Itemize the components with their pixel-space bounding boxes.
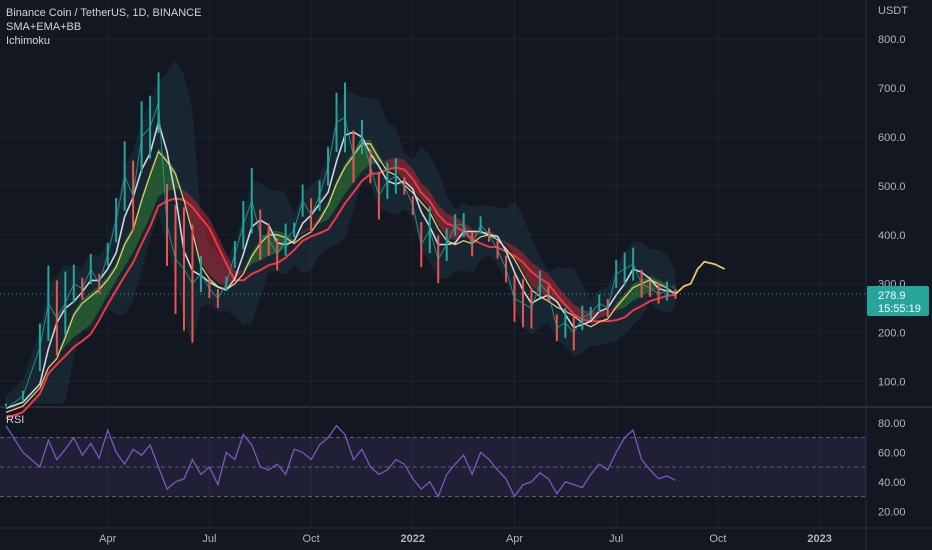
bollinger-fill xyxy=(6,60,676,404)
sma-long-line xyxy=(5,166,676,420)
time-tick-label: Jul xyxy=(202,533,216,545)
last-price-value: 278.9 xyxy=(878,290,906,302)
cloud-segment xyxy=(336,163,345,208)
cloud-segment xyxy=(175,170,184,197)
sma-short-line xyxy=(5,119,676,410)
currency-label: USDT xyxy=(878,5,908,17)
cloud-segment xyxy=(311,216,320,228)
price-tick-label: 700.0 xyxy=(878,83,906,95)
cloud-segment xyxy=(378,154,388,168)
cloud-segment xyxy=(573,304,583,319)
cloud-segment xyxy=(183,190,193,228)
cloud-segment xyxy=(141,171,151,235)
rsi-tick-label: 20.00 xyxy=(878,506,906,518)
time-tick-label: Oct xyxy=(303,533,320,545)
indicator-sma-ema-bb[interactable]: SMA+EMA+BB xyxy=(6,21,82,33)
price-tick-label: 600.0 xyxy=(878,132,906,144)
rsi-line xyxy=(5,424,676,499)
price-tick-label: 800.0 xyxy=(878,34,906,46)
chart-legend: Binance Coin / TetherUS, 1D, BINANCE SMA… xyxy=(6,6,201,48)
cloud-segment xyxy=(607,303,617,316)
projection-series xyxy=(674,260,726,295)
cloud-segment xyxy=(192,197,201,263)
cloud-segment xyxy=(599,311,608,318)
rsi-label[interactable]: RSI xyxy=(6,414,25,426)
rsi-tick-label: 60.00 xyxy=(878,447,906,459)
indicator-ichimoku[interactable]: Ichimoku xyxy=(6,35,51,47)
axes: 100.0200.0300.0400.0500.0600.0700.0800.0… xyxy=(99,5,929,545)
cloud-segment xyxy=(438,204,447,237)
time-tick-label: Oct xyxy=(709,533,726,545)
cloud-segment xyxy=(73,299,83,338)
cloud-segment xyxy=(522,252,532,286)
cloud-segment xyxy=(133,196,142,253)
time-tick-label: Apr xyxy=(506,533,523,545)
price-tick-label: 400.0 xyxy=(878,230,906,242)
cloud-segment xyxy=(506,241,515,256)
cloud-segment xyxy=(667,284,676,291)
price-series xyxy=(0,72,866,409)
cloud-segment xyxy=(294,230,303,241)
cloud-segment xyxy=(56,333,66,355)
cloud-segment xyxy=(497,235,507,245)
rsi-tick-label: 40.00 xyxy=(878,477,906,489)
last-price-tag xyxy=(867,286,929,317)
cloud-segment xyxy=(124,225,134,267)
projection-line xyxy=(674,260,726,295)
bollinger-band xyxy=(6,60,676,404)
ema-line xyxy=(5,143,676,414)
cloud-segment xyxy=(345,151,354,194)
price-tick-label: 100.0 xyxy=(878,377,906,389)
time-tick-label: Apr xyxy=(99,533,116,545)
price-line xyxy=(5,102,676,409)
cloud-segment xyxy=(539,268,549,298)
time-tick-label: 2023 xyxy=(807,533,831,545)
rsi-tick-label: 80.00 xyxy=(878,418,906,430)
price-tick-label: 500.0 xyxy=(878,181,906,193)
cloud-segment xyxy=(302,226,312,233)
moving-averages xyxy=(5,119,676,420)
cloud-segment xyxy=(99,275,108,311)
time-tick-label: 2022 xyxy=(401,533,425,545)
cloud-segment xyxy=(243,252,252,271)
cloud-segment xyxy=(531,261,540,293)
cloud-segment xyxy=(446,213,456,241)
time-tick-label: Jul xyxy=(609,533,623,545)
cloud-segment xyxy=(150,147,159,217)
last-price-countdown: 15:55:19 xyxy=(878,303,921,315)
chart-title[interactable]: Binance Coin / TetherUS, 1D, BINANCE xyxy=(6,7,202,19)
rsi-pane xyxy=(0,424,866,499)
price-tick-label: 200.0 xyxy=(878,328,906,340)
